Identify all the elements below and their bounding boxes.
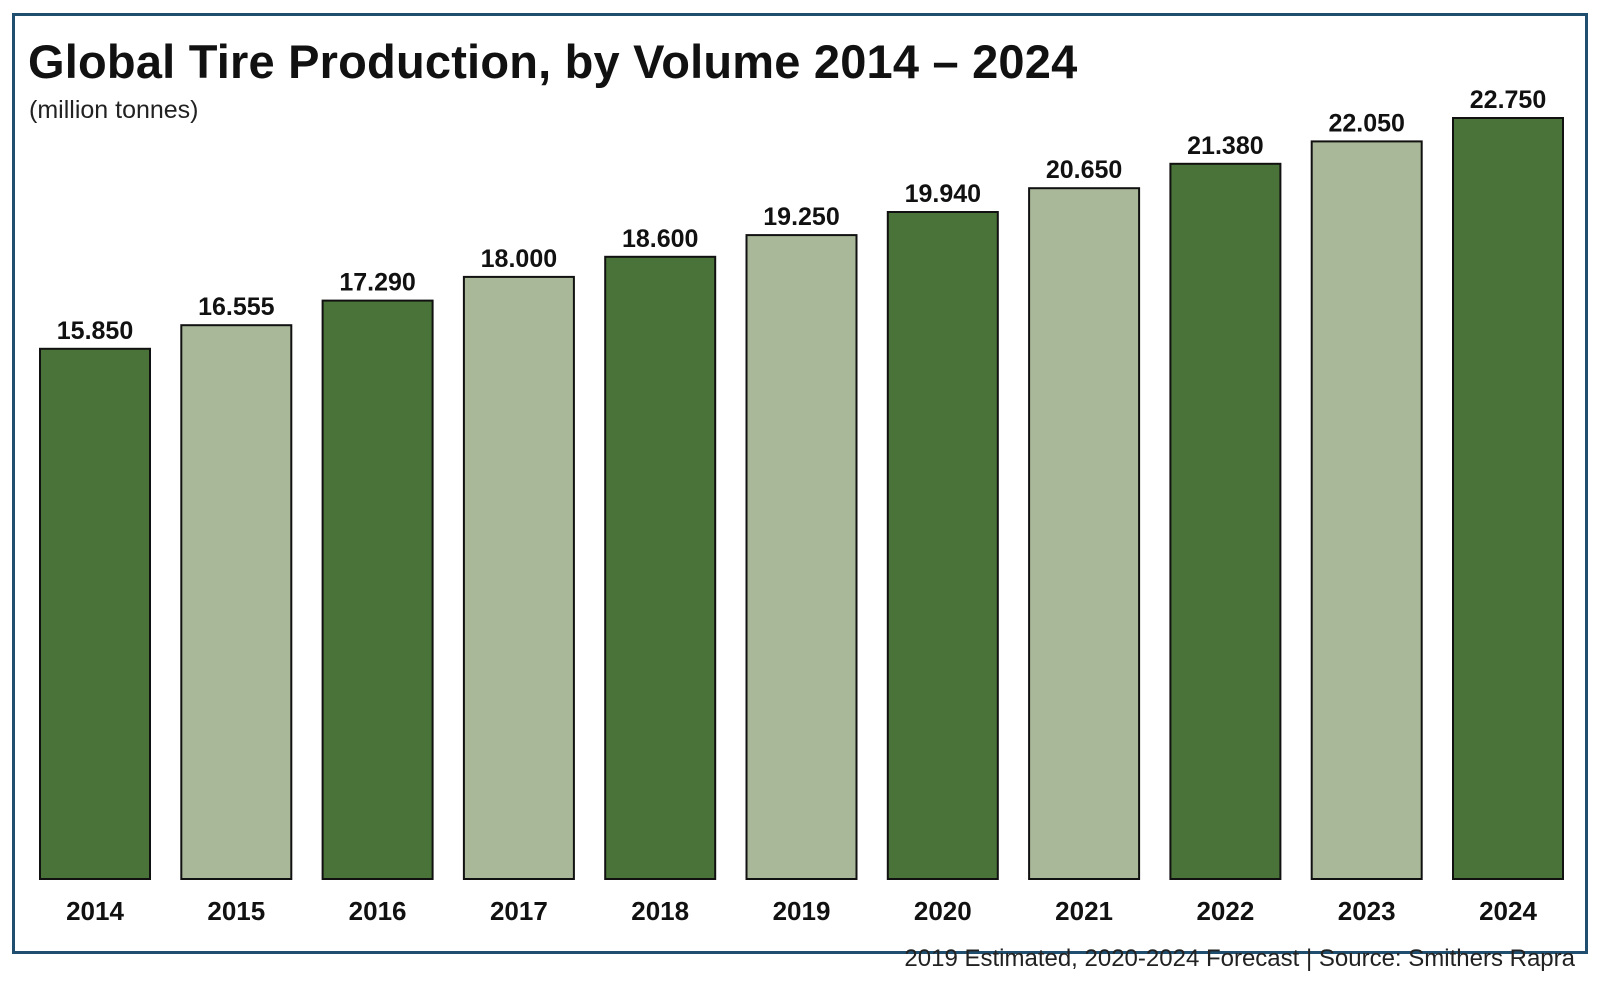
value-label-2014: 15.850 — [57, 317, 133, 345]
category-label-2016: 2016 — [349, 896, 407, 926]
category-label-2023: 2023 — [1338, 896, 1396, 926]
category-label-2014: 2014 — [66, 896, 124, 926]
bar-2019 — [745, 234, 858, 881]
value-label-2017: 18.000 — [481, 245, 557, 273]
value-label-2019: 19.250 — [763, 203, 839, 231]
bar-2014 — [39, 347, 151, 880]
category-label-2024: 2024 — [1479, 896, 1537, 926]
bar-2017 — [462, 275, 575, 880]
value-label-2020: 19.940 — [905, 180, 981, 208]
bar-2018 — [604, 255, 717, 880]
bar-2015 — [180, 324, 293, 880]
category-label-2019: 2019 — [773, 896, 831, 926]
bar-2024 — [1452, 117, 1564, 880]
value-label-2024: 22.750 — [1470, 86, 1546, 114]
bar-2021 — [1028, 187, 1141, 880]
chart-subtitle: (million tonnes) — [29, 96, 199, 124]
bar-2016 — [321, 299, 434, 881]
bar-2022 — [1169, 162, 1282, 881]
value-label-2016: 17.290 — [339, 269, 415, 297]
value-label-2022: 21.380 — [1187, 132, 1263, 160]
category-label-2022: 2022 — [1196, 896, 1254, 926]
value-label-2021: 20.650 — [1046, 156, 1122, 184]
category-label-2020: 2020 — [914, 896, 972, 926]
source-note: 2019 Estimated, 2020-2024 Forecast | Sou… — [904, 945, 1575, 972]
category-label-2015: 2015 — [207, 896, 265, 926]
chart-title: Global Tire Production, by Volume 2014 –… — [28, 35, 1078, 88]
bar-2023 — [1310, 140, 1423, 880]
value-label-2015: 16.555 — [198, 293, 275, 321]
value-label-2018: 18.600 — [622, 225, 698, 253]
bar-2020 — [886, 211, 999, 880]
category-label-2018: 2018 — [631, 896, 689, 926]
category-label-2021: 2021 — [1055, 896, 1113, 926]
category-label-2017: 2017 — [490, 896, 548, 926]
value-label-2023: 22.050 — [1328, 109, 1404, 137]
